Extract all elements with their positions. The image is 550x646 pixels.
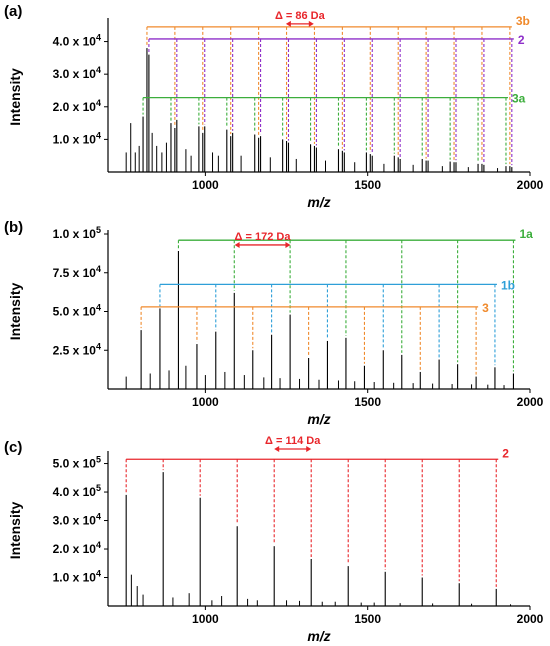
x-tick-label: 1000 xyxy=(192,612,219,626)
y-tick-label: 3.0 x 104 xyxy=(53,512,101,528)
x-axis-label: m/z xyxy=(307,194,330,210)
series-label: 3 xyxy=(482,301,489,315)
y-tick-label: 2.0 x 104 xyxy=(53,98,101,114)
x-tick-label: 1500 xyxy=(354,612,381,626)
x-tick-label: 2000 xyxy=(517,395,544,409)
panel-a: (a) 1.0 x 104 2.0 x 104 3.0 x 104 4.0 x 104 1… xyxy=(4,3,544,210)
panel-c: (c) 1.0 x 104 2.0 x 104 3.0 x 104 4.0 x 105 5… xyxy=(4,435,544,644)
x-tick-label: 1500 xyxy=(354,178,381,192)
delta-arrowhead-right xyxy=(306,446,312,452)
series-label: 3b xyxy=(516,14,530,28)
y-tick-label: 2.0 x 104 xyxy=(53,540,101,556)
x-tick-label: 1000 xyxy=(192,178,219,192)
x-tick-label: 2000 xyxy=(517,178,544,192)
y-tick-label: 4.0 x 105 xyxy=(53,483,101,499)
y-axis-label: Intensity xyxy=(7,283,23,341)
x-tick-label: 1000 xyxy=(192,395,219,409)
series-label: 1a xyxy=(519,227,533,241)
panel-label: (a) xyxy=(4,3,22,20)
y-axis-label: Intensity xyxy=(7,68,23,126)
series-label: 1b xyxy=(501,278,515,292)
y-tick-label: 3.0 x 104 xyxy=(53,65,101,81)
panel-label: (c) xyxy=(4,439,22,456)
y-tick-label: 1.0 x 105 xyxy=(53,225,101,241)
delta-label: Δ = 172 Da xyxy=(235,231,292,243)
y-tick-label: 1.0 x 104 xyxy=(53,569,101,585)
series-label: 2 xyxy=(518,33,525,47)
y-tick-label: 7.5 x 104 xyxy=(53,264,101,280)
delta-label: Δ = 86 Da xyxy=(275,10,326,22)
series-label: 2 xyxy=(502,446,509,460)
panel-label: (b) xyxy=(4,219,23,236)
delta-arrowhead-left xyxy=(274,446,280,452)
y-tick-label: 1.0 x 104 xyxy=(53,130,101,146)
delta-label: Δ = 114 Da xyxy=(265,435,321,447)
y-axis-label: Intensity xyxy=(7,502,23,560)
delta-arrowhead-right xyxy=(285,241,291,248)
delta-arrowhead-left xyxy=(285,20,291,27)
y-tick-label: 2.5 x 104 xyxy=(53,341,101,357)
x-tick-label: 2000 xyxy=(517,612,544,626)
x-tick-label: 1500 xyxy=(354,395,381,409)
delta-arrowhead-left xyxy=(234,241,240,248)
x-axis-label: m/z xyxy=(307,411,330,427)
y-tick-label: 5.0 x 104 xyxy=(53,303,101,319)
series-label: 3a xyxy=(512,92,526,106)
y-tick-label: 4.0 x 104 xyxy=(53,33,101,49)
panel-b: (b) 2.5 x 104 5.0 x 104 7.5 x 104 1.0 x 105 1… xyxy=(4,219,544,427)
x-axis-label: m/z xyxy=(307,628,330,644)
delta-arrowhead-right xyxy=(308,20,314,27)
y-tick-label: 5.0 x 105 xyxy=(53,455,101,471)
